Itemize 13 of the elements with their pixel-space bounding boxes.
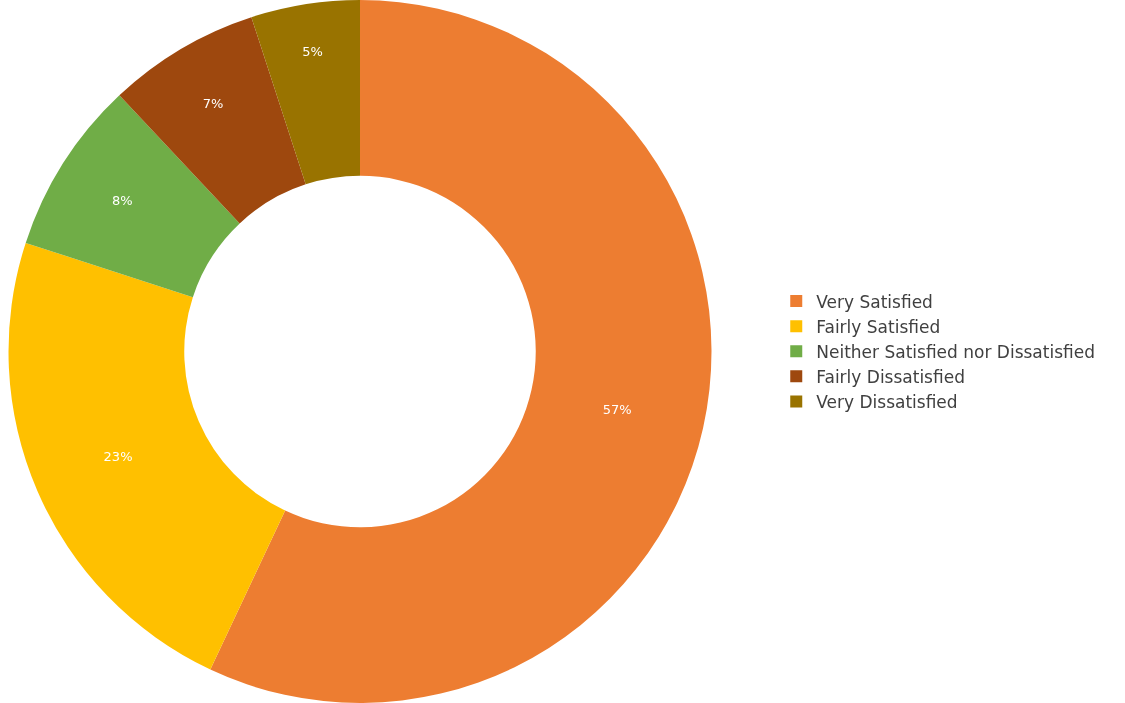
donut-slice — [25, 95, 240, 298]
data-label: 7% — [202, 95, 224, 111]
legend-label: Fairly Dissatisfied — [816, 366, 965, 387]
data-label: 57% — [602, 401, 632, 417]
legend-label: Very Dissatisfied — [816, 392, 958, 413]
donut-slice — [251, 0, 360, 185]
legend-label: Neither Satisfied nor Dissatisfied — [816, 341, 1095, 362]
data-label: 5% — [302, 43, 323, 59]
legend-label: Very Satisfied — [816, 291, 933, 312]
donut-slice — [8, 242, 286, 670]
legend-label: Fairly Satisfied — [816, 316, 941, 337]
data-label: 8% — [112, 193, 133, 209]
data-label: 23% — [103, 448, 133, 464]
